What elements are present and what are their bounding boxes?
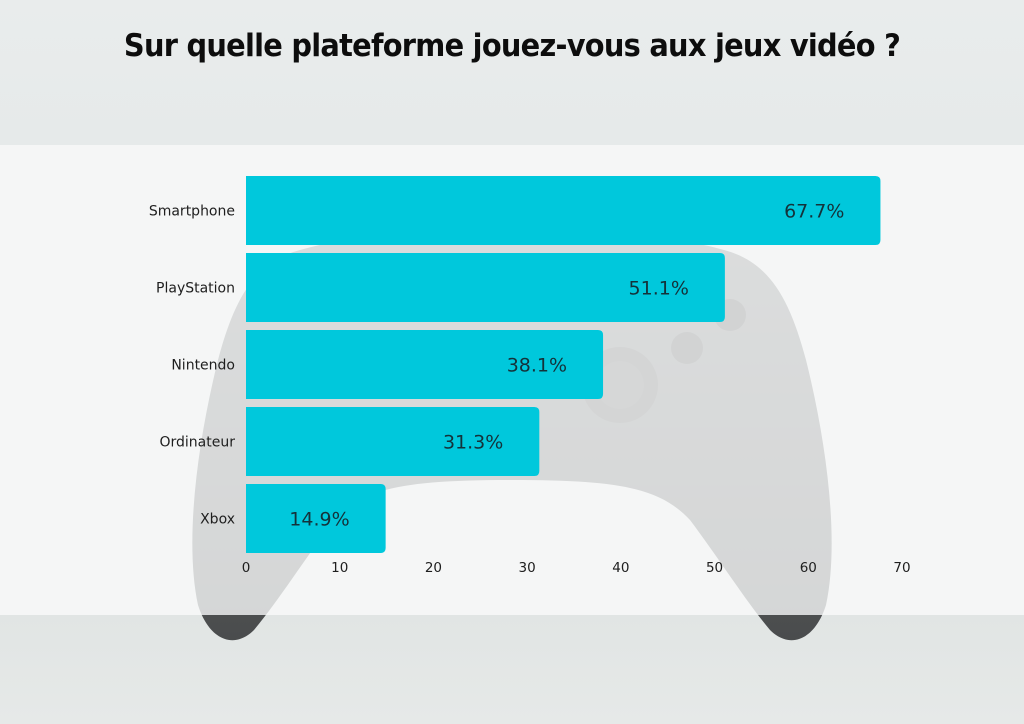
bar-playstation	[246, 253, 725, 322]
x-tick-label: 10	[331, 560, 348, 576]
bar-smartphone	[246, 176, 881, 245]
value-label: 14.9%	[289, 509, 349, 531]
x-tick-label: 60	[800, 560, 817, 576]
bar-ordinateur	[246, 407, 540, 476]
x-tick-label: 0	[242, 560, 251, 576]
x-tick-label: 20	[425, 560, 442, 576]
value-label: 67.7%	[784, 201, 844, 223]
value-label: 51.1%	[629, 278, 689, 300]
header-band	[0, 0, 1024, 145]
x-tick-label: 50	[706, 560, 723, 576]
category-label: Xbox	[200, 512, 235, 528]
bars-layer: Smartphone 67.7% PlayStation 51.1% Nintendo 3…	[149, 176, 881, 553]
value-label: 38.1%	[507, 355, 567, 377]
footer-band	[0, 615, 1024, 724]
chart-title: Sur quelle plateforme jouez-vous aux jeu…	[123, 28, 901, 64]
x-tick-label: 70	[893, 560, 910, 576]
category-label: Ordinateur	[160, 435, 236, 451]
x-tick-label: 40	[612, 560, 629, 576]
bar-nintendo	[246, 330, 604, 399]
bar-xbox	[246, 484, 386, 553]
value-label: 31.3%	[443, 432, 503, 454]
x-axis-ticks: 0 10 20 30 40 50 60 70	[242, 560, 911, 576]
category-label: Nintendo	[171, 358, 235, 374]
category-label: Smartphone	[149, 204, 235, 220]
category-label: PlayStation	[156, 281, 235, 297]
x-tick-label: 30	[519, 560, 536, 576]
